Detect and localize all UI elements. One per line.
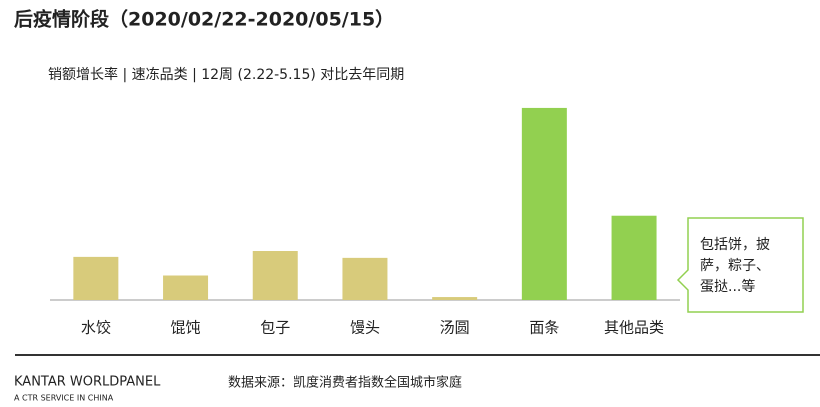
annotation-box	[676, 217, 804, 313]
brand: KANTAR WORLDPANEL	[14, 375, 161, 390]
x-tick-label: 包子	[260, 319, 290, 337]
bar	[342, 257, 388, 300]
annotation-line: 蛋挞...等	[700, 278, 755, 295]
bar	[611, 215, 657, 300]
bar	[163, 275, 209, 300]
bar	[521, 107, 567, 300]
chart-title: 后疫情阶段（2020/02/22-2020/05/15）	[14, 8, 394, 31]
x-tick-label: 面条	[529, 319, 559, 337]
x-tick-label: 其他品类	[604, 319, 664, 337]
x-tick-label: 馒头	[350, 319, 380, 337]
bar	[252, 251, 298, 300]
tagline: A CTR SERVICE IN CHINA	[14, 394, 114, 403]
x-tick-label: 水饺	[81, 319, 111, 337]
annotation-line: 包括饼，披	[700, 237, 770, 253]
source: 数据来源：凯度消费者指数全国城市家庭	[228, 375, 462, 391]
bar	[432, 297, 478, 300]
annotation-line: 萨，粽子、	[700, 258, 770, 274]
x-tick-label: 汤圆	[440, 319, 470, 337]
bar	[73, 256, 119, 300]
chart-subtitle: 销额增长率 | 速冻品类 | 12周 (2.22-5.15) 对比去年同期	[48, 66, 404, 83]
x-tick-label: 馄饨	[171, 319, 201, 337]
